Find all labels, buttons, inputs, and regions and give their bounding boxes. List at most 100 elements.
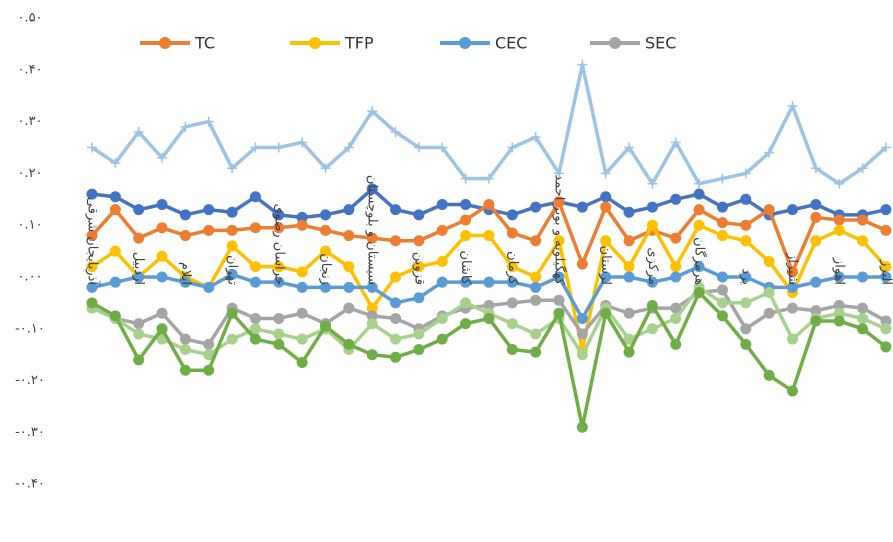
point-marker [109,204,121,216]
point-marker [436,198,448,210]
point-marker [156,222,168,234]
point-marker [203,204,215,216]
point-marker [109,191,121,203]
point-marker [670,312,682,324]
point-marker [296,211,308,223]
point-marker [833,224,845,236]
point-marker [390,351,402,363]
point-marker [320,163,331,174]
point-marker [880,315,892,327]
point-marker [296,307,308,319]
point-marker [226,307,238,319]
point-marker [646,201,658,213]
point-marker [810,211,822,223]
point-marker [86,297,98,309]
point-marker [763,287,775,299]
x-tick-label: شیراز [785,252,800,285]
point-marker [179,364,191,376]
point-marker [810,235,822,247]
point-marker [273,261,285,273]
point-marker [693,287,705,299]
point-marker [179,209,191,221]
point-marker [250,142,261,153]
point-marker [553,294,565,306]
plus [110,158,121,169]
plus [320,163,331,174]
point-marker [810,276,822,288]
point-marker [553,307,565,319]
point-marker [624,142,635,153]
point-marker [506,297,518,309]
plus [694,178,705,189]
legend-marker [459,37,471,49]
x-tick-label: تهران [225,255,240,285]
point-marker [646,323,658,335]
plus [530,132,541,143]
point-marker [483,230,495,242]
legend-text: CEC [495,34,527,53]
plus [227,163,238,174]
point-marker [553,271,565,283]
point-marker [133,204,145,216]
point-marker [530,132,541,143]
point-marker [273,276,285,288]
point-marker [343,281,355,293]
point-marker [670,193,682,205]
point-marker [249,276,261,288]
point-marker [157,152,168,163]
point-marker [156,250,168,262]
point-marker [857,163,868,174]
point-marker [249,333,261,345]
point-marker [226,333,238,345]
plus [740,168,751,179]
point-marker [530,281,542,293]
plus [367,106,378,117]
point-marker [787,281,798,293]
point-marker [179,230,191,242]
plus [297,137,308,148]
series-line [91,62,888,186]
point-marker [880,261,892,273]
point-marker [600,191,612,203]
point-marker [740,297,752,309]
point-marker [156,198,168,210]
point-marker [507,142,518,153]
x-tick-label: ایلام [178,262,193,285]
point-marker [483,312,495,324]
point-marker [226,224,238,236]
plus [600,168,611,179]
plus [507,142,518,153]
point-marker [787,333,798,345]
point-marker [203,224,215,236]
point-marker [646,219,658,231]
plus [133,126,144,137]
point-marker [460,276,472,288]
point-marker [670,271,682,283]
y-tick-label: ۰.۴۰ [17,62,42,77]
point-marker [483,276,495,288]
point-marker [787,385,798,397]
point-marker [530,346,542,358]
point-marker [180,121,191,132]
point-marker [413,209,425,221]
plus [717,173,728,184]
point-marker [810,163,821,174]
point-marker [600,271,612,283]
point-marker [716,217,728,229]
x-tick-label: خراسان رضوی [271,203,286,285]
point-marker [86,188,98,200]
point-marker [296,281,308,293]
point-marker [506,318,518,330]
point-marker [226,206,238,218]
point-marker [553,235,565,247]
point-marker [530,235,542,247]
y-tick-label: -۰.۴۰ [15,477,45,492]
x-tick-label: یزد [738,268,753,285]
point-marker [366,302,378,314]
plus [180,121,191,132]
point-marker [740,323,752,335]
point-marker [436,276,448,288]
point-marker [436,312,448,324]
point-marker [857,214,869,226]
point-marker [833,299,845,311]
